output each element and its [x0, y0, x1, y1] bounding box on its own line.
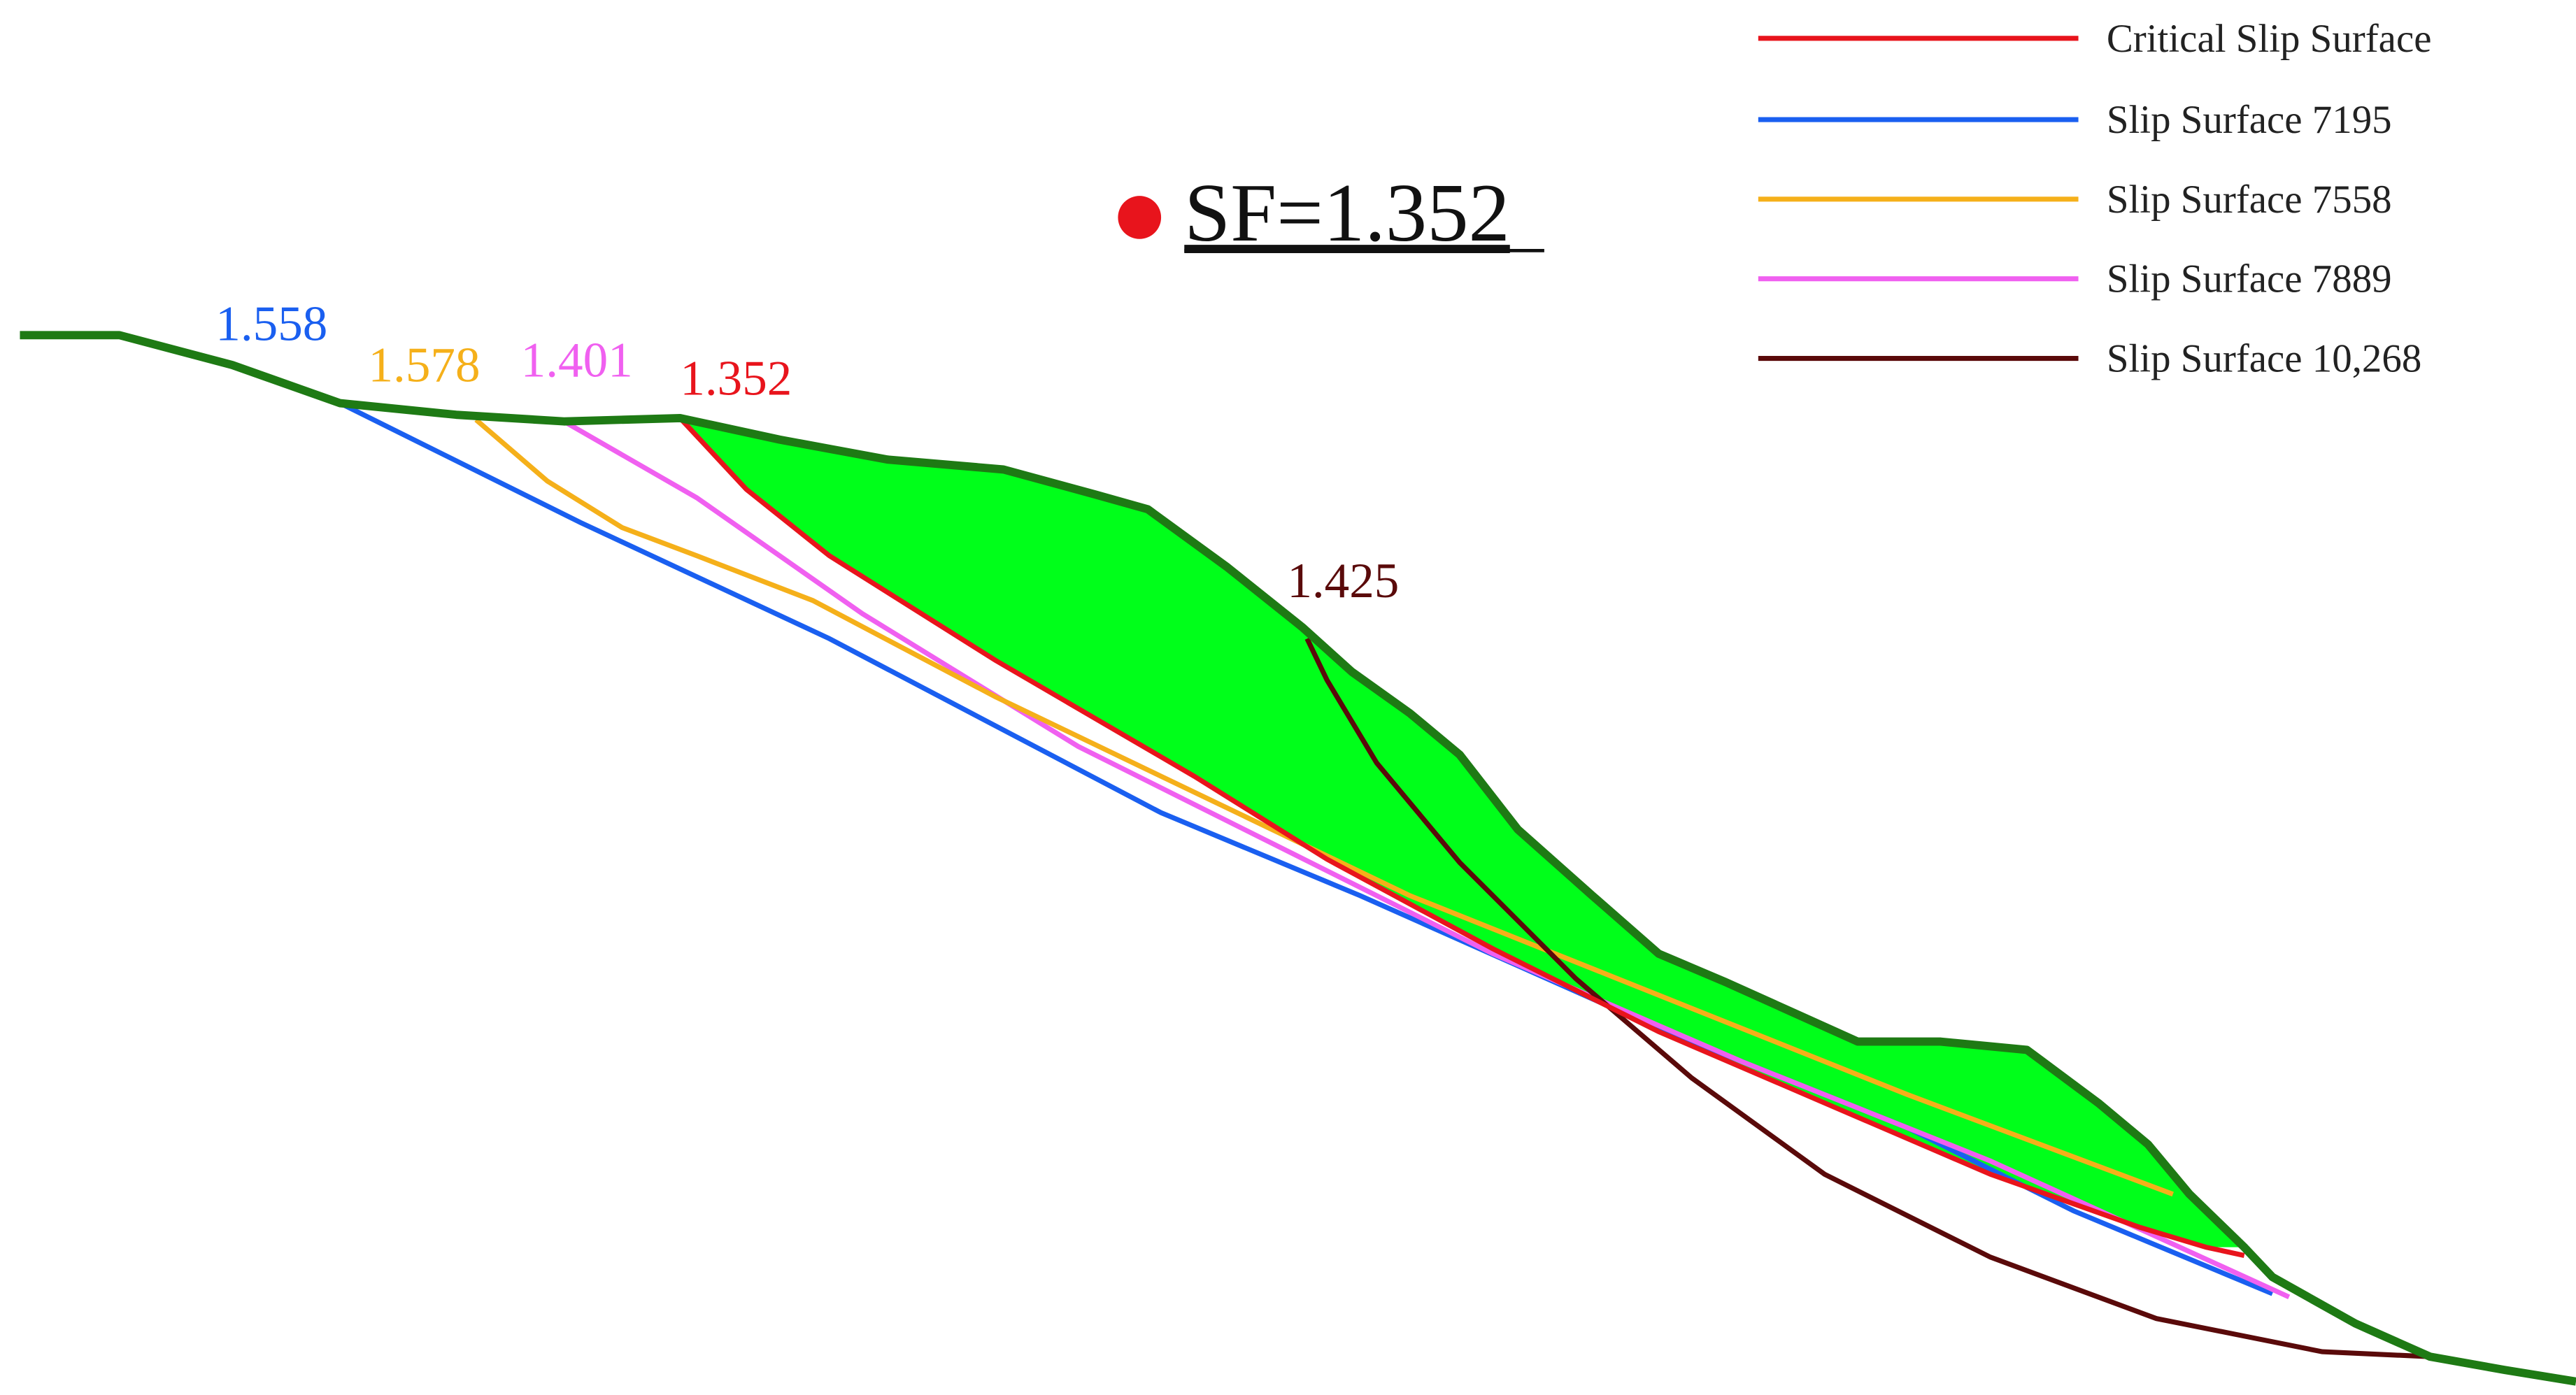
- legend-label: Critical Slip Surface: [2107, 17, 2432, 61]
- factor-label: 1.401: [521, 334, 633, 388]
- factor-label: 1.425: [1287, 554, 1399, 608]
- title-dot: [1118, 196, 1162, 239]
- ground-surface: [20, 331, 2576, 1386]
- legend-label: Slip Surface 7195: [2107, 98, 2392, 142]
- critical-slip-surface: [678, 416, 2245, 1258]
- legend: Critical Slip Surface Slip Surface 7195 …: [1758, 17, 2432, 380]
- slip-surface-7889: [562, 419, 2291, 1300]
- slip-surface-10268: [1304, 637, 2431, 1359]
- critical-sliding-mass: [680, 417, 2244, 1247]
- legend-label: Slip Surface 7558: [2107, 178, 2392, 222]
- safety-factor-title: SF=1.352: [1184, 166, 1510, 259]
- legend-label: Slip Surface 10,268: [2107, 336, 2421, 380]
- factor-label: 1.578: [368, 338, 480, 393]
- factor-label: 1.352: [680, 352, 792, 406]
- legend-label: Slip Surface 7889: [2107, 257, 2392, 301]
- factor-label: 1.558: [215, 296, 327, 351]
- slip-surface-7558: [474, 417, 2174, 1197]
